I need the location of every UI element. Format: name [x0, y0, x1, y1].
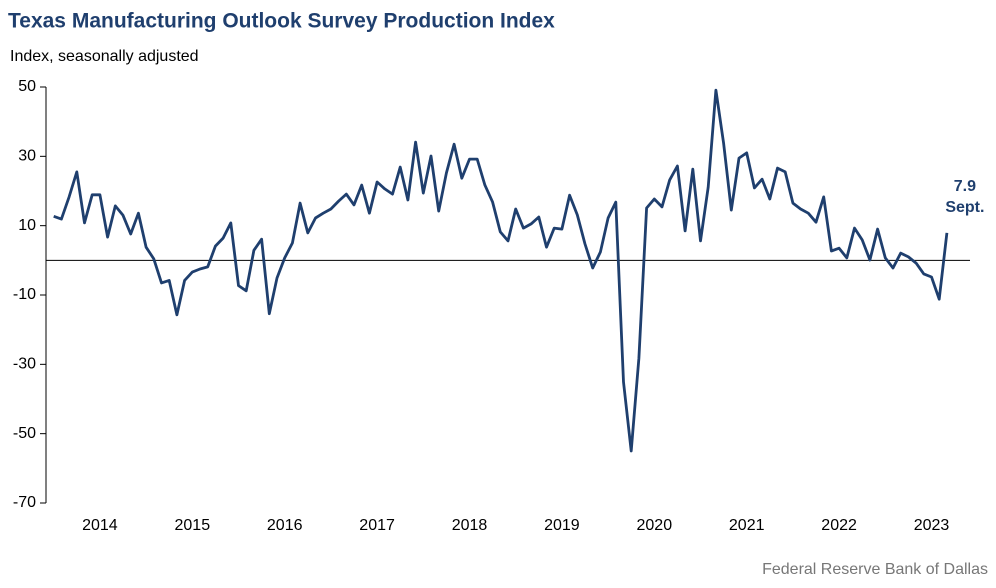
- chart-title: Texas Manufacturing Outlook Survey Produ…: [8, 10, 555, 33]
- x-tick-label: 2021: [729, 517, 765, 534]
- x-tick-label: 2020: [637, 517, 673, 534]
- x-tick-label: 2016: [267, 517, 303, 534]
- x-tick-label: 2014: [82, 517, 118, 534]
- x-tick-label: 2019: [544, 517, 580, 534]
- y-tick-label: -70: [13, 494, 36, 511]
- value-label: 7.9: [954, 178, 976, 195]
- y-tick-label: -30: [13, 356, 36, 373]
- source: Federal Reserve Bank of Dallas: [762, 561, 988, 578]
- x-tick-label: 2015: [175, 517, 211, 534]
- x-tick-label: 2018: [452, 517, 488, 534]
- x-tick-label: 2023: [914, 517, 950, 534]
- annotation: Sept.: [945, 199, 984, 216]
- y-tick-label: -50: [13, 425, 36, 442]
- x-tick-label: 2017: [359, 517, 395, 534]
- line: [53, 88, 949, 453]
- y-tick-label: 50: [18, 78, 36, 95]
- y-tick-label: -10: [13, 286, 36, 303]
- subtitle: Index, seasonally adjusted: [10, 48, 199, 65]
- x-tick-label: 2022: [821, 517, 857, 534]
- y-tick-label: 10: [18, 217, 36, 234]
- y-tick-label: 30: [18, 148, 36, 165]
